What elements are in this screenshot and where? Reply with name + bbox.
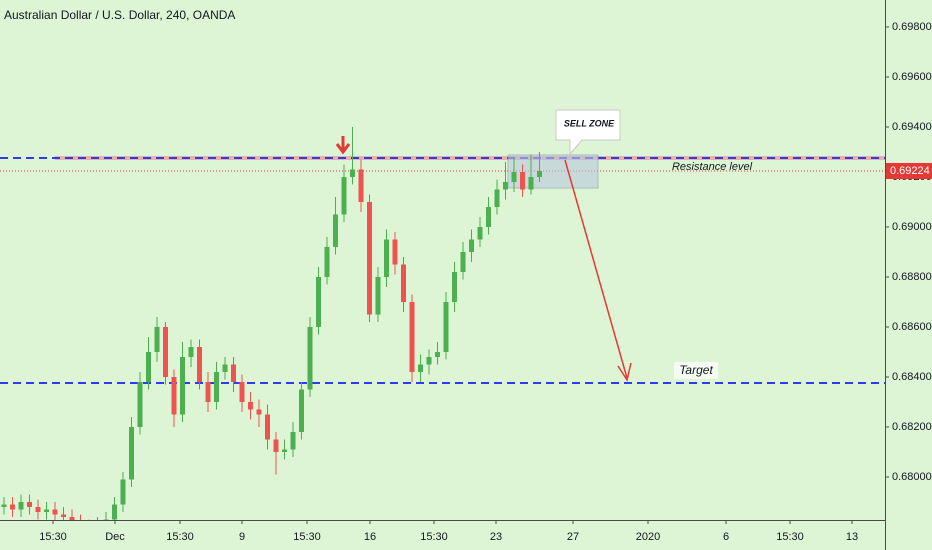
candle-body <box>35 507 41 512</box>
plot <box>0 109 885 520</box>
candle-body <box>494 189 500 207</box>
x-tick-label: 13 <box>846 531 858 543</box>
y-tick-label: 0.68200 <box>892 421 932 433</box>
candle-body <box>299 389 304 432</box>
candle-body <box>384 239 389 277</box>
candle-body <box>171 377 177 415</box>
last-price-label: 0.69224 <box>890 165 930 177</box>
candle-body <box>18 502 24 510</box>
level-label: Resistance level <box>672 161 753 173</box>
x-tick-label: 16 <box>364 531 376 543</box>
candle-body <box>154 327 160 352</box>
y-tick-label: 0.69600 <box>892 71 932 83</box>
candle-body <box>10 504 15 510</box>
candle-body <box>341 177 347 215</box>
last-price-tag <box>886 163 932 179</box>
candle-body <box>256 409 262 415</box>
x-tick-label: Dec <box>105 531 125 543</box>
x-tick-label: 15:30 <box>420 531 448 543</box>
candle-body <box>358 169 364 202</box>
candle-body <box>426 357 432 365</box>
y-tick-label: 0.68400 <box>892 371 932 383</box>
candle-body <box>137 382 143 427</box>
candle-body <box>537 171 542 177</box>
candle-body <box>503 182 508 190</box>
x-tick-label: 9 <box>239 531 245 543</box>
candle-body <box>27 502 32 507</box>
y-tick-label: 0.69800 <box>892 21 932 33</box>
level-label: Target <box>679 363 713 377</box>
peak-arrow <box>335 136 351 155</box>
candle-body <box>452 272 457 302</box>
candle-body <box>163 327 168 377</box>
y-tick-label: 0.68000 <box>892 471 932 483</box>
candle-body <box>520 172 525 190</box>
candle-body <box>1 504 7 507</box>
candle-body <box>486 207 491 227</box>
candle-body <box>392 239 398 265</box>
candle-body <box>477 227 483 240</box>
candle-body <box>316 277 321 327</box>
y-tick-label: 0.69000 <box>892 221 932 233</box>
candle-body <box>324 247 330 277</box>
candle-body <box>180 357 185 415</box>
chart-title: Australian Dollar / U.S. Dollar, 240, OA… <box>4 8 235 22</box>
candle-body <box>214 372 219 402</box>
candle-body <box>188 347 194 357</box>
candle-body <box>205 382 211 402</box>
candle-body <box>239 382 245 402</box>
candle-body <box>290 432 296 450</box>
target-arrow <box>564 159 632 382</box>
candle-body <box>44 509 49 512</box>
candle-body <box>120 479 126 505</box>
x-tick-label: 23 <box>490 531 502 543</box>
y-tick-label: 0.68800 <box>892 271 932 283</box>
candle-body <box>69 517 75 520</box>
candle-body <box>401 264 406 302</box>
candle-body <box>265 414 270 440</box>
x-tick-label: 6 <box>723 531 729 543</box>
candle-body <box>375 277 381 315</box>
candle-body <box>248 402 253 410</box>
candle-body <box>103 519 109 520</box>
candle-body <box>367 202 372 315</box>
x-tick-label: 27 <box>567 531 579 543</box>
candle-body <box>443 302 449 352</box>
candle-body <box>350 169 355 177</box>
candle-body <box>511 172 517 182</box>
candle-body <box>61 514 66 517</box>
x-tick-label: 15:30 <box>39 531 67 543</box>
y-tick-label: 0.68600 <box>892 321 932 333</box>
candle-body <box>231 364 236 382</box>
target-label-box <box>674 362 718 379</box>
candle-body <box>273 439 279 452</box>
candle-body <box>129 427 134 480</box>
y-tick-label: 0.69400 <box>892 121 932 133</box>
candle-body <box>333 214 338 247</box>
candle-body <box>52 509 58 515</box>
x-tick-label: 2020 <box>636 531 660 543</box>
x-tick-label: 15:30 <box>166 531 194 543</box>
candle-body <box>146 352 151 382</box>
callout <box>555 109 621 156</box>
x-tick-label: 15:30 <box>776 531 804 543</box>
candle-body <box>418 364 423 372</box>
candle-body <box>282 449 287 452</box>
candle-body <box>469 239 474 252</box>
candle-body <box>197 347 202 382</box>
candle-body <box>460 252 466 272</box>
x-tick-label: 15:30 <box>293 531 321 543</box>
candle-body <box>528 177 534 190</box>
candle-body <box>112 504 117 520</box>
candle-body <box>409 302 415 372</box>
zone-label: SELL ZONE <box>564 118 615 128</box>
candle-body <box>307 327 313 390</box>
candle-body <box>222 364 228 372</box>
candle-body <box>435 352 440 357</box>
